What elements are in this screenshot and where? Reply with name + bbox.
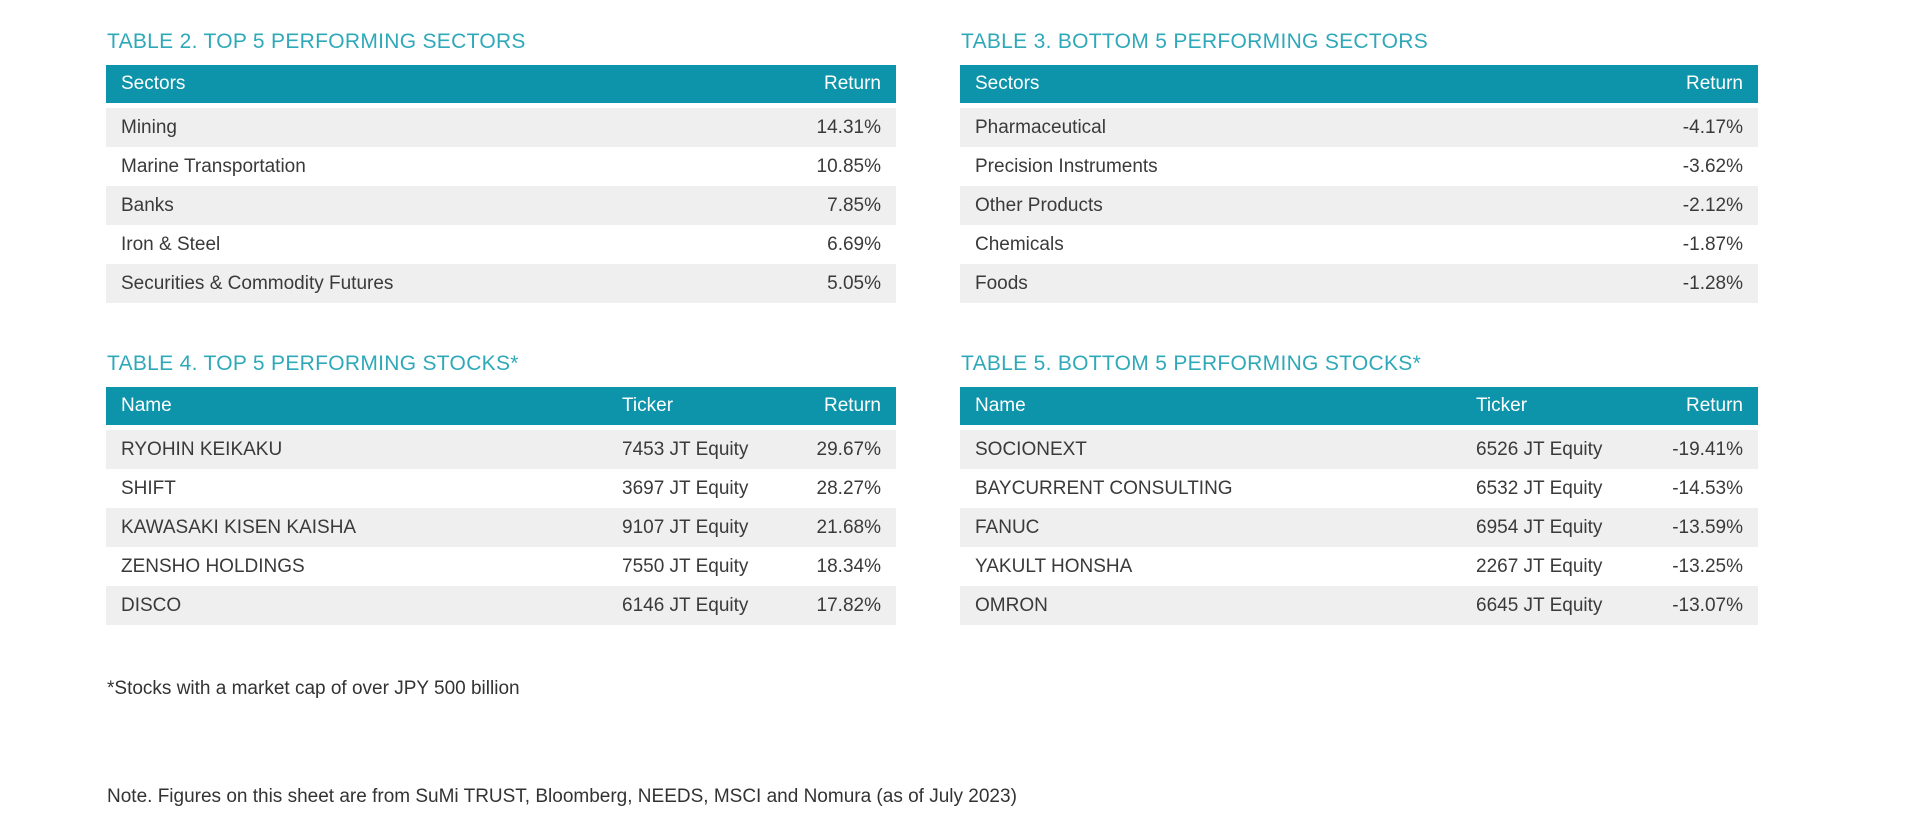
return-cell: 5.05%	[827, 272, 881, 294]
table-row: DISCO 6146 JT Equity 17.82%	[106, 586, 896, 625]
return-cell: 28.27%	[816, 477, 881, 499]
return-cell: 14.31%	[816, 116, 881, 138]
table-header-row: Name Ticker Return	[960, 387, 1758, 425]
table-row: OMRON 6645 JT Equity -13.07%	[960, 586, 1758, 625]
table5-title: TABLE 5. BOTTOM 5 PERFORMING STOCKS*	[961, 352, 1422, 375]
return-cell: 18.34%	[816, 555, 881, 577]
table-row: BAYCURRENT CONSULTING 6532 JT Equity -14…	[960, 469, 1758, 508]
ticker-cell: 6954 JT Equity	[1476, 516, 1603, 538]
sector-cell: Mining	[121, 116, 177, 138]
stock-name-cell: BAYCURRENT CONSULTING	[975, 477, 1233, 499]
table-row: Precision Instruments -3.62%	[960, 147, 1758, 186]
ticker-cell: 2267 JT Equity	[1476, 555, 1603, 577]
return-cell: -14.53%	[1672, 477, 1743, 499]
market-cap-footnote: *Stocks with a market cap of over JPY 50…	[107, 678, 520, 699]
table-row: Marine Transportation 10.85%	[106, 147, 896, 186]
ticker-cell: 3697 JT Equity	[622, 477, 749, 499]
top-sectors-table: Sectors Return Mining 14.31% Marine Tran…	[106, 65, 896, 303]
sector-cell: Iron & Steel	[121, 233, 221, 255]
return-cell: -3.62%	[1682, 155, 1743, 177]
return-cell: -13.07%	[1672, 594, 1743, 616]
ticker-cell: 6526 JT Equity	[1476, 438, 1603, 460]
table3-title: TABLE 3. BOTTOM 5 PERFORMING SECTORS	[961, 30, 1429, 53]
stock-name-cell: KAWASAKI KISEN KAISHA	[121, 516, 357, 538]
sector-cell: Securities & Commodity Futures	[121, 272, 394, 294]
ticker-cell: 6146 JT Equity	[622, 594, 749, 616]
table-row: Securities & Commodity Futures 5.05%	[106, 264, 896, 303]
column-header-return: Return	[823, 395, 881, 416]
ticker-cell: 9107 JT Equity	[622, 516, 749, 538]
table4-title: TABLE 4. TOP 5 PERFORMING STOCKS*	[107, 352, 519, 375]
table-row: RYOHIN KEIKAKU 7453 JT Equity 29.67%	[106, 430, 896, 469]
return-cell: 6.69%	[827, 233, 881, 255]
column-header-ticker: Ticker	[622, 395, 674, 416]
table-row: SOCIONEXT 6526 JT Equity -19.41%	[960, 430, 1758, 469]
table-row: ZENSHO HOLDINGS 7550 JT Equity 18.34%	[106, 547, 896, 586]
table-row: SHIFT 3697 JT Equity 28.27%	[106, 469, 896, 508]
return-cell: 7.85%	[827, 194, 881, 216]
column-header-return: Return	[1685, 73, 1743, 94]
bottom-stocks-section: TABLE 5. BOTTOM 5 PERFORMING STOCKS* Nam…	[960, 352, 1758, 625]
column-header-return: Return	[823, 73, 881, 94]
stock-name-cell: RYOHIN KEIKAKU	[121, 438, 283, 460]
stock-name-cell: YAKULT HONSHA	[975, 555, 1133, 577]
table-row: FANUC 6954 JT Equity -13.59%	[960, 508, 1758, 547]
top-sectors-section: TABLE 2. TOP 5 PERFORMING SECTORS Sector…	[106, 30, 896, 303]
sector-cell: Pharmaceutical	[975, 116, 1106, 138]
stock-name-cell: SHIFT	[121, 477, 176, 499]
return-cell: -19.41%	[1672, 438, 1743, 460]
sector-cell: Chemicals	[975, 233, 1064, 255]
bottom-sectors-section: TABLE 3. BOTTOM 5 PERFORMING SECTORS Sec…	[960, 30, 1758, 303]
ticker-cell: 7550 JT Equity	[622, 555, 749, 577]
stock-name-cell: DISCO	[121, 594, 182, 616]
sector-cell: Other Products	[975, 194, 1103, 216]
column-header-name: Name	[975, 395, 1026, 416]
return-cell: -13.59%	[1672, 516, 1743, 538]
table-row: KAWASAKI KISEN KAISHA 9107 JT Equity 21.…	[106, 508, 896, 547]
source-note: Note. Figures on this sheet are from SuM…	[107, 786, 1017, 807]
table-row: Foods -1.28%	[960, 264, 1758, 303]
bottom-stocks-table: Name Ticker Return SOCIONEXT 6526 JT Equ…	[960, 387, 1758, 625]
table-header-row: Sectors Return	[106, 65, 896, 103]
table2-title: TABLE 2. TOP 5 PERFORMING SECTORS	[107, 30, 526, 53]
column-header-ticker: Ticker	[1476, 395, 1528, 416]
stock-name-cell: SOCIONEXT	[975, 438, 1087, 460]
return-cell: -1.87%	[1682, 233, 1743, 255]
stock-name-cell: ZENSHO HOLDINGS	[121, 555, 305, 577]
sector-cell: Foods	[975, 272, 1028, 294]
table-row: Pharmaceutical -4.17%	[960, 108, 1758, 147]
return-cell: 29.67%	[816, 438, 881, 460]
table-row: Banks 7.85%	[106, 186, 896, 225]
return-cell: 21.68%	[816, 516, 881, 538]
return-cell: -4.17%	[1682, 116, 1743, 138]
table-header-row: Name Ticker Return	[106, 387, 896, 425]
sector-cell: Marine Transportation	[121, 155, 306, 177]
table-row: Chemicals -1.87%	[960, 225, 1758, 264]
table-row: Mining 14.31%	[106, 108, 896, 147]
table-row: Iron & Steel 6.69%	[106, 225, 896, 264]
column-header-name: Name	[121, 395, 172, 416]
return-cell: -13.25%	[1672, 555, 1743, 577]
stock-name-cell: OMRON	[975, 594, 1048, 616]
sector-cell: Precision Instruments	[975, 155, 1158, 177]
top-stocks-table: Name Ticker Return RYOHIN KEIKAKU 7453 J…	[106, 387, 896, 625]
ticker-cell: 6532 JT Equity	[1476, 477, 1603, 499]
table-row: YAKULT HONSHA 2267 JT Equity -13.25%	[960, 547, 1758, 586]
return-cell: 17.82%	[816, 594, 881, 616]
top-stocks-section: TABLE 4. TOP 5 PERFORMING STOCKS* Name T…	[106, 352, 896, 625]
column-header-sectors: Sectors	[975, 73, 1040, 94]
sector-cell: Banks	[121, 194, 174, 216]
return-cell: -1.28%	[1682, 272, 1743, 294]
ticker-cell: 6645 JT Equity	[1476, 594, 1603, 616]
stock-name-cell: FANUC	[975, 516, 1040, 538]
table-header-row: Sectors Return	[960, 65, 1758, 103]
column-header-sectors: Sectors	[121, 73, 186, 94]
table-row: Other Products -2.12%	[960, 186, 1758, 225]
return-cell: 10.85%	[816, 155, 881, 177]
ticker-cell: 7453 JT Equity	[622, 438, 749, 460]
return-cell: -2.12%	[1682, 194, 1743, 216]
bottom-sectors-table: Sectors Return Pharmaceutical -4.17% Pre…	[960, 65, 1758, 303]
column-header-return: Return	[1685, 395, 1743, 416]
